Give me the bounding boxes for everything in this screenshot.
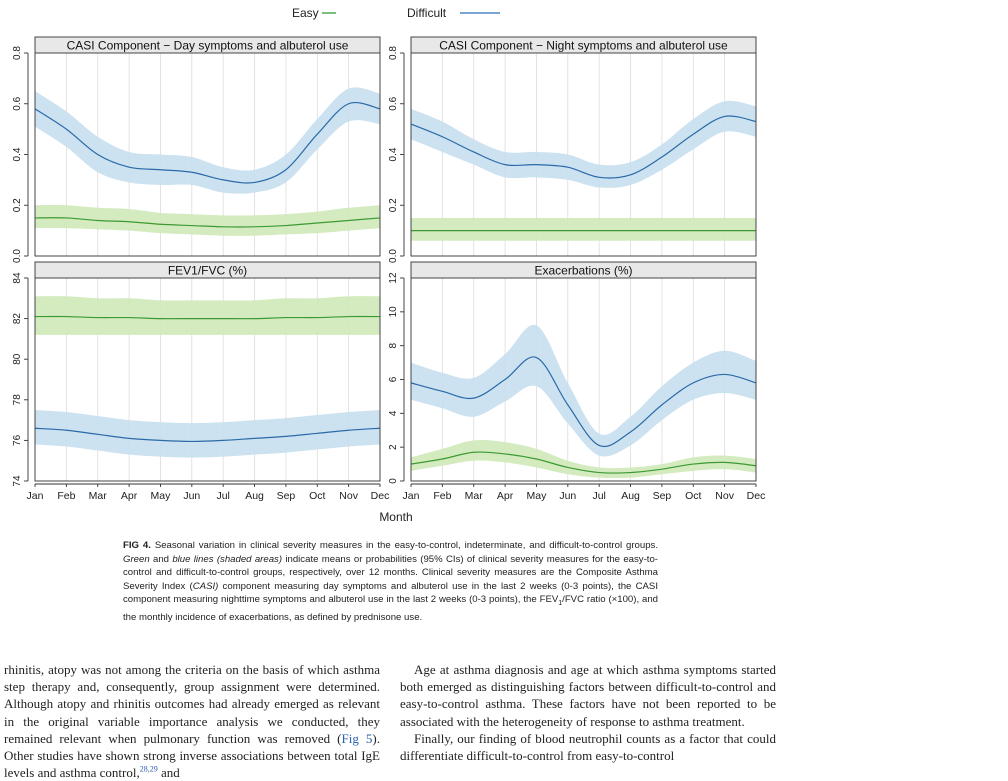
caption-italic-green: Green [123, 553, 150, 565]
y-tick-label: 80 [12, 353, 23, 365]
x-tick-label: Aug [245, 490, 264, 502]
plot-frame [34, 277, 381, 482]
panel-fev1-fvc: FEV1/FVC (%) 74 76 78 80 82 84 Jan Feb Mar Apr May J… [12, 261, 390, 502]
y-tick-label: 74 [12, 475, 23, 487]
series-line-difficult [410, 115, 757, 179]
x-tick-label: Jan [27, 490, 44, 502]
x-tick-label: Feb [433, 490, 451, 502]
panel-casi-night: CASI Component − Night symptoms and albu… [388, 36, 757, 263]
legend: Easy Difficult [292, 6, 500, 20]
y-tick-label: 0.8 [12, 46, 23, 60]
y-tick-label: 82 [12, 313, 23, 325]
panel-exacerbations: Exacerbations (%) 0 2 4 6 8 10 12 Jan Feb Mar Apr Ma… [388, 261, 766, 502]
caption-subscript: 1 [558, 600, 563, 608]
y-tick-label: 4 [388, 410, 399, 416]
x-tick-label: Jan [403, 490, 420, 502]
x-tick-label: Oct [309, 490, 325, 502]
y-tick-label: 0.2 [12, 198, 23, 212]
x-tick-label: Nov [339, 490, 358, 502]
caption-text-2: and [149, 553, 173, 565]
x-tick-label: Apr [121, 490, 138, 502]
series-line-easy [34, 315, 381, 320]
ci-band-difficult [411, 324, 756, 457]
x-axis-label: Month [379, 510, 412, 524]
left-text-1: rhinitis, atopy was not among the criter… [4, 662, 380, 746]
x-tick-label: Jul [216, 490, 229, 502]
figure-caption: FIG 4. Seasonal variation in clinical se… [123, 539, 658, 624]
x-tick-label: Nov [715, 490, 734, 502]
y-tick-label: 0.0 [388, 249, 399, 263]
panel-title: Exacerbations (%) [534, 264, 632, 278]
panel-title: CASI Component − Day symptoms and albute… [67, 39, 349, 53]
series-line-easy [410, 451, 757, 474]
y-tick-label: 10 [388, 306, 399, 318]
left-paragraph: rhinitis, atopy was not among the criter… [4, 661, 380, 781]
caption-italic-blue: blue lines (shaded areas) [172, 553, 283, 565]
y-tick-label: 0.0 [12, 249, 23, 263]
figure-4: Easy Difficult CASI Component − Day sympt… [12, 6, 766, 524]
caption-text-4: component measuring day symptoms and alb… [123, 580, 658, 606]
right-paragraph-1: Age at asthma diagnosis and age at which… [400, 662, 776, 729]
panel-title: CASI Component − Night symptoms and albu… [439, 39, 728, 53]
x-tick-label: Sep [277, 490, 296, 502]
left-text-2: ). Other studies have shown strong inver… [4, 730, 380, 781]
caption-text-3: indicate means or probabilities (95% CIs… [123, 553, 658, 592]
plot-frame [34, 52, 381, 257]
panel-casi-day: CASI Component − Day symptoms and albute… [12, 36, 381, 263]
series-line-easy [34, 217, 381, 228]
caption-italic-casi: CASI) [192, 580, 219, 592]
ci-band-difficult [35, 87, 380, 194]
body-column-left: rhinitis, atopy was not among the criter… [4, 661, 380, 781]
x-tick-label: Mar [465, 490, 484, 502]
ci-band-difficult [411, 100, 756, 188]
legend-label-easy: Easy [292, 6, 319, 20]
ci-band-easy [35, 296, 380, 335]
series-line-difficult [34, 427, 381, 443]
body-column-right: Age at asthma diagnosis and age at which… [400, 661, 776, 764]
y-tick-label: 2 [388, 444, 399, 450]
series-line-difficult [410, 356, 757, 448]
x-tick-label: Feb [57, 490, 75, 502]
y-tick-label: 0.2 [388, 198, 399, 212]
right-paragraph-2: Finally, our finding of blood neutrophil… [400, 730, 776, 764]
y-tick-label: 0.4 [388, 147, 399, 161]
y-tick-label: 0.6 [388, 96, 399, 110]
x-tick-label: Jul [592, 490, 605, 502]
legend-label-difficult: Difficult [407, 6, 447, 20]
reference-link[interactable]: 28,29 [139, 764, 158, 774]
x-tick-label: Jun [559, 490, 576, 502]
caption-text-5: /FVC ratio (×100), and the monthly incid… [123, 594, 659, 623]
left-text-3: and [157, 765, 180, 781]
x-tick-label: Mar [89, 490, 108, 502]
series-line-difficult [34, 102, 381, 184]
figure-number: FIG 4. [123, 540, 151, 551]
y-tick-label: 8 [388, 342, 399, 348]
x-tick-label: Aug [621, 490, 640, 502]
x-tick-label: Dec [371, 490, 390, 502]
y-tick-label: 12 [388, 272, 399, 284]
y-tick-label: 78 [12, 394, 23, 406]
plot-frame [410, 277, 757, 482]
y-tick-label: 0.8 [388, 46, 399, 60]
x-tick-label: Dec [747, 490, 766, 502]
panel-title: FEV1/FVC (%) [168, 264, 247, 278]
fig5-link[interactable]: Fig 5 [341, 730, 373, 746]
y-tick-label: 6 [388, 376, 399, 382]
ci-band-easy [411, 217, 756, 241]
caption-text-1: Seasonal variation in clinical severity … [150, 540, 658, 551]
plot-frame [410, 52, 757, 257]
x-tick-label: Apr [497, 490, 514, 502]
ci-band-easy [35, 205, 380, 236]
y-tick-label: 76 [12, 434, 23, 446]
y-tick-label: 0 [388, 478, 399, 484]
y-tick-label: 0.4 [12, 147, 23, 161]
x-tick-label: Sep [653, 490, 672, 502]
ci-band-difficult [35, 409, 380, 458]
y-tick-label: 0.6 [12, 96, 23, 110]
x-tick-label: May [151, 490, 172, 502]
x-tick-label: May [527, 490, 548, 502]
x-tick-label: Oct [685, 490, 701, 502]
y-tick-label: 84 [12, 272, 23, 284]
x-tick-label: Jun [183, 490, 200, 502]
